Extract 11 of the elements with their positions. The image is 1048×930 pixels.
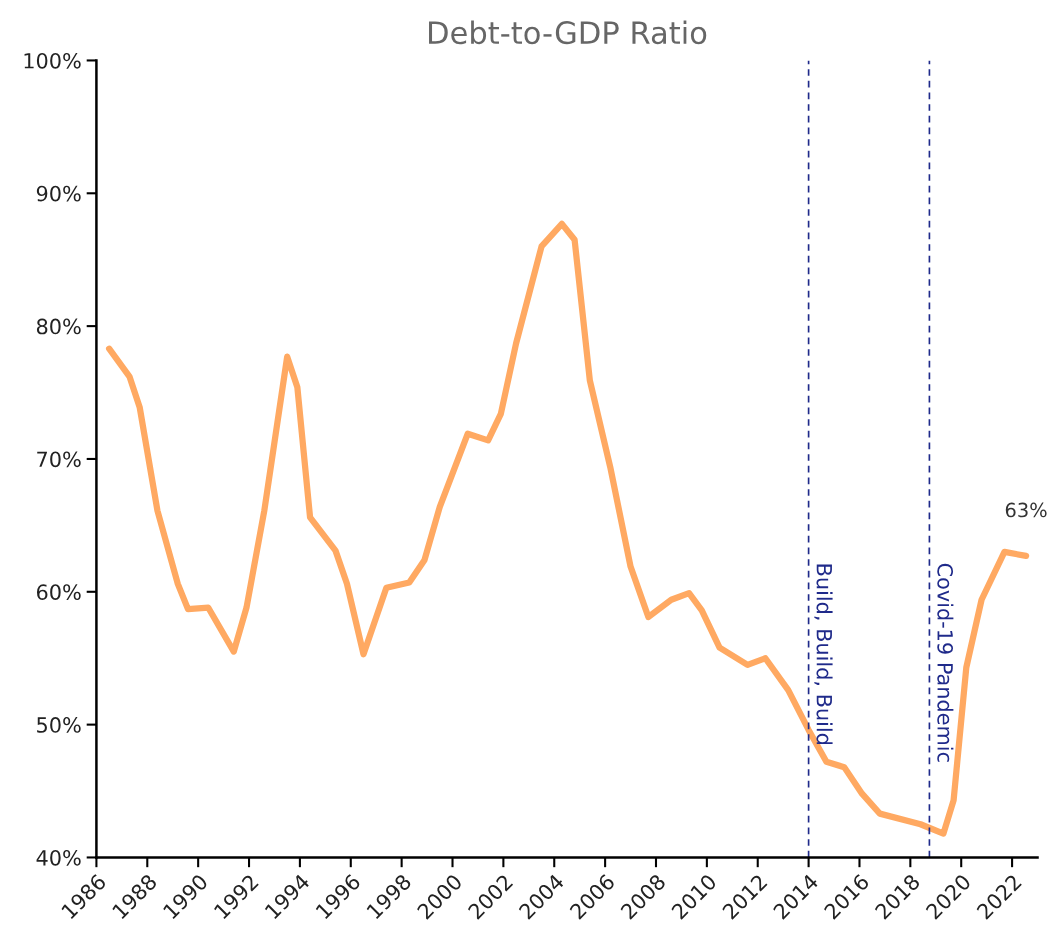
annotation: 63% xyxy=(1005,502,1047,518)
y-tick-label: 50% xyxy=(37,717,81,733)
ref-line-label: Covid-19 Pandemic xyxy=(937,563,954,762)
ref-line-label: Build, Build, Build xyxy=(814,564,833,745)
y-tick-label: 70% xyxy=(37,451,81,468)
y-tick-label: 60% xyxy=(36,584,81,600)
y-tick-label: 100% xyxy=(24,52,81,69)
y-tick-label: 80% xyxy=(36,318,81,335)
y-tick-label: 90% xyxy=(36,185,81,202)
y-tick-label: 40% xyxy=(36,849,81,866)
chart-title: Debt-to-GDP Ratio xyxy=(429,20,707,45)
